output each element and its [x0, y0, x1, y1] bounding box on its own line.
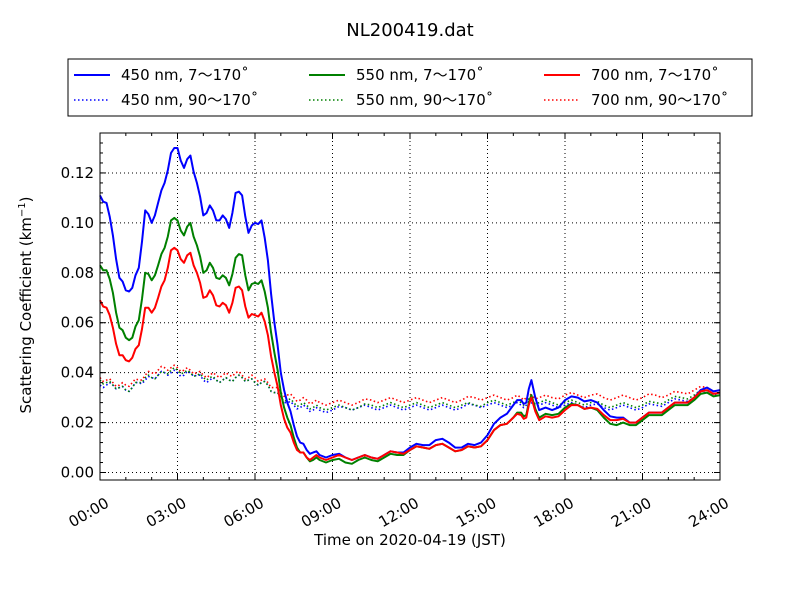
- series-line: [99, 366, 721, 411]
- y-axis-label: Scattering Coefficient (km−1): [17, 196, 35, 413]
- x-tick-label: 18:00: [531, 494, 577, 531]
- legend-label: 550 nm, 7～170˚: [356, 66, 484, 84]
- x-tick-label: 21:00: [608, 494, 654, 531]
- plot-series: [99, 147, 721, 465]
- chart-title: NL200419.dat: [346, 20, 473, 41]
- y-axis-label-sup: −1: [17, 202, 28, 217]
- x-tick-label: 00:00: [66, 494, 112, 531]
- legend-box: [67, 58, 753, 117]
- grid: [100, 133, 720, 480]
- series-line: [99, 369, 721, 414]
- legend-label: 700 nm, 7～170˚: [591, 66, 719, 84]
- y-axis-label-end: ): [17, 196, 35, 202]
- x-axis-label: Time on 2020-04-19 (JST): [313, 531, 506, 549]
- x-tick-label: 12:00: [376, 494, 422, 531]
- series-line: [99, 216, 721, 465]
- x-tick-label: 06:00: [221, 494, 267, 531]
- y-axis-label-main: Scattering Coefficient (km: [17, 217, 35, 413]
- y-tick-label: 0.04: [61, 364, 94, 382]
- series-line: [99, 246, 721, 461]
- x-tick-label: 24:00: [686, 494, 732, 531]
- tick-labels: 00:00 03:00 06:00 09:00 12:00 15:00 18:00 21:00…: [61, 164, 732, 531]
- y-tick-label: 0.06: [61, 314, 94, 332]
- legend-label: 550 nm, 90～170˚: [356, 91, 493, 109]
- y-tick-label: 0.12: [61, 164, 94, 182]
- y-tick-label: 0.10: [61, 214, 94, 232]
- x-tick-label: 09:00: [298, 494, 344, 531]
- legend: 450 nm, 7～170˚ 450 nm, 90～170˚ 550 nm, 7～1…: [67, 58, 753, 117]
- y-tick-label: 0.08: [61, 264, 94, 282]
- y-tick-label: 0.00: [61, 464, 94, 482]
- legend-label: 450 nm, 90～170˚: [121, 91, 258, 109]
- y-tick-label: 0.02: [61, 414, 94, 432]
- legend-label: 450 nm, 7～170˚: [121, 66, 249, 84]
- x-tick-label: 03:00: [143, 494, 189, 531]
- series-line: [99, 147, 721, 461]
- x-tick-label: 15:00: [453, 494, 499, 531]
- axis-ticks: [99, 133, 721, 480]
- legend-label: 700 nm, 90～170˚: [591, 91, 728, 109]
